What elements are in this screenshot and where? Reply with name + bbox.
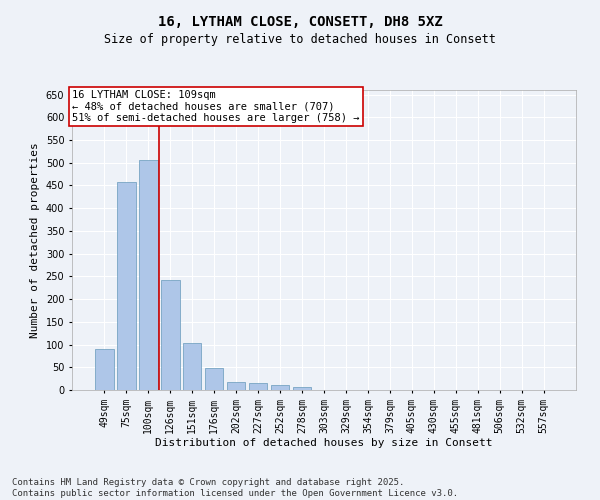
Bar	[183, 343, 202, 390]
Bar	[95, 348, 113, 390]
Bar	[139, 160, 158, 390]
Bar	[271, 386, 289, 390]
Bar	[293, 388, 311, 390]
X-axis label: Distribution of detached houses by size in Consett: Distribution of detached houses by size …	[155, 438, 493, 448]
Y-axis label: Number of detached properties: Number of detached properties	[30, 142, 40, 338]
Text: 16 LYTHAM CLOSE: 109sqm
← 48% of detached houses are smaller (707)
51% of semi-d: 16 LYTHAM CLOSE: 109sqm ← 48% of detache…	[72, 90, 359, 123]
Text: Size of property relative to detached houses in Consett: Size of property relative to detached ho…	[104, 32, 496, 46]
Text: 16, LYTHAM CLOSE, CONSETT, DH8 5XZ: 16, LYTHAM CLOSE, CONSETT, DH8 5XZ	[158, 15, 442, 29]
Bar	[227, 382, 245, 390]
Bar	[249, 383, 268, 390]
Text: Contains HM Land Registry data © Crown copyright and database right 2025.
Contai: Contains HM Land Registry data © Crown c…	[12, 478, 458, 498]
Bar	[117, 182, 136, 390]
Bar	[205, 368, 223, 390]
Bar	[161, 280, 179, 390]
